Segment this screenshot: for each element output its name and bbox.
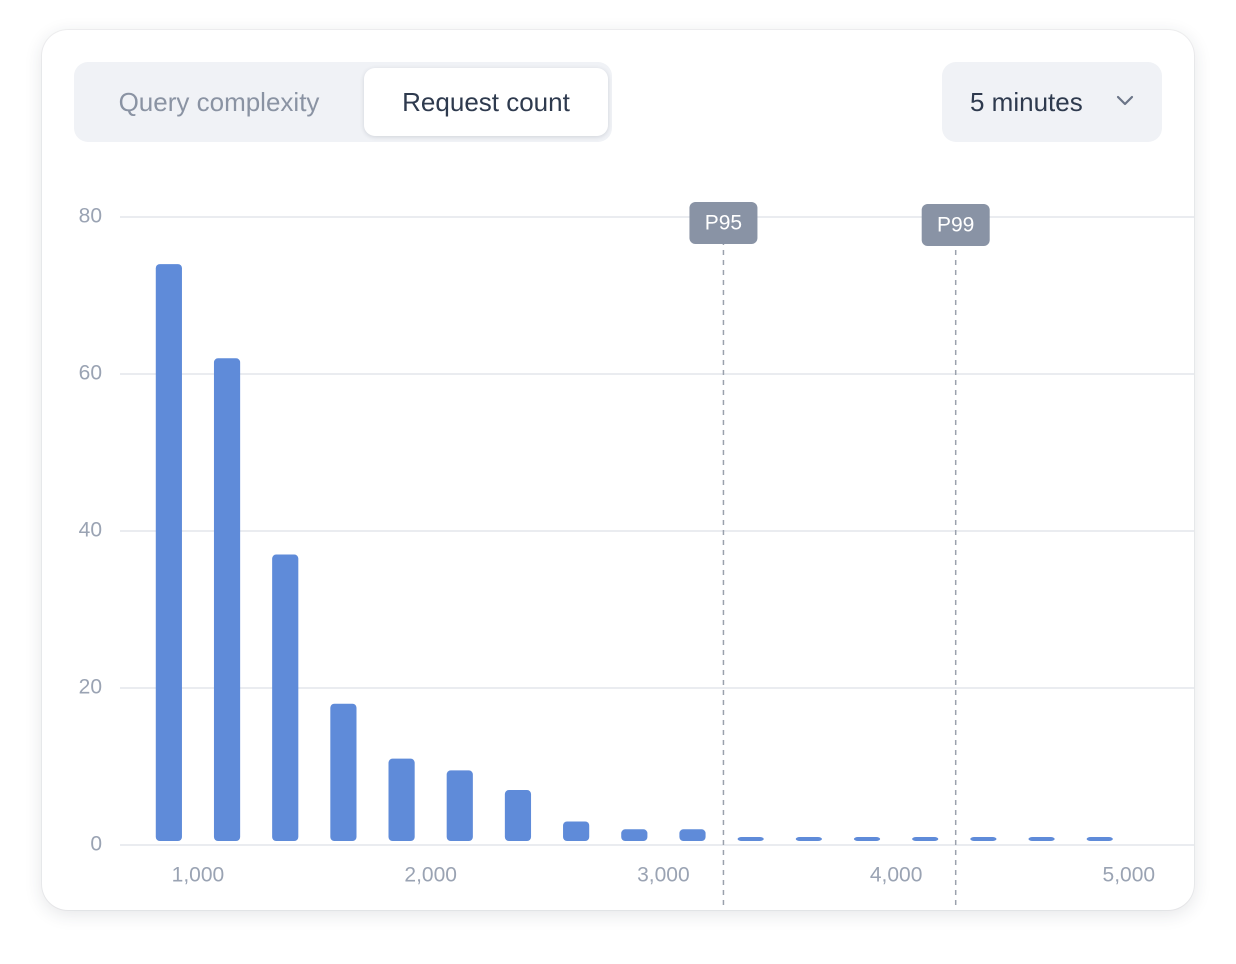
bar [1028, 837, 1055, 841]
bar [388, 758, 415, 841]
x-tick-label: 4,000 [870, 864, 923, 887]
x-tick-label: 3,000 [637, 864, 690, 887]
dropdown-label: 5 minutes [970, 87, 1083, 117]
y-tick-label: 0 [90, 833, 102, 856]
bar [155, 264, 182, 842]
x-tick-label: 1,000 [172, 864, 225, 887]
tab-active[interactable]: Request count [364, 68, 608, 136]
x-tick-label: 2,000 [404, 864, 457, 887]
tab[interactable]: Query complexity [118, 87, 320, 117]
percentile-label: P99 [937, 214, 974, 237]
y-tick-label: 60 [79, 362, 102, 385]
bar [679, 829, 706, 841]
bar [853, 837, 881, 841]
chart: 0 20 40 60 80 1,000 2,000 3,000 4,000 5,000 P95 P99 [79, 202, 1194, 910]
bar [912, 837, 939, 841]
bar [970, 837, 997, 841]
bar [446, 770, 473, 841]
bar [1086, 837, 1113, 841]
bar [213, 358, 241, 841]
dropdown[interactable]: 5 minutes [942, 62, 1162, 142]
bar [272, 554, 299, 841]
percentile-badge [689, 202, 758, 244]
card: Query complexity Request count 5 minutes… [42, 30, 1194, 910]
tab-group: Query complexity Request count [74, 62, 612, 142]
x-tick-label: 5,000 [1103, 864, 1156, 887]
bar [504, 790, 532, 841]
y-tick-label: 40 [79, 519, 102, 542]
percentile-badge [921, 204, 990, 246]
percentile-label: P95 [705, 212, 742, 235]
bar [330, 703, 357, 841]
bar [795, 837, 822, 841]
y-tick-label: 80 [79, 205, 102, 228]
bar [563, 821, 590, 841]
chevron-icon [1116, 95, 1134, 106]
y-tick-label: 20 [79, 676, 102, 699]
bar [621, 829, 648, 841]
bar [737, 837, 764, 841]
